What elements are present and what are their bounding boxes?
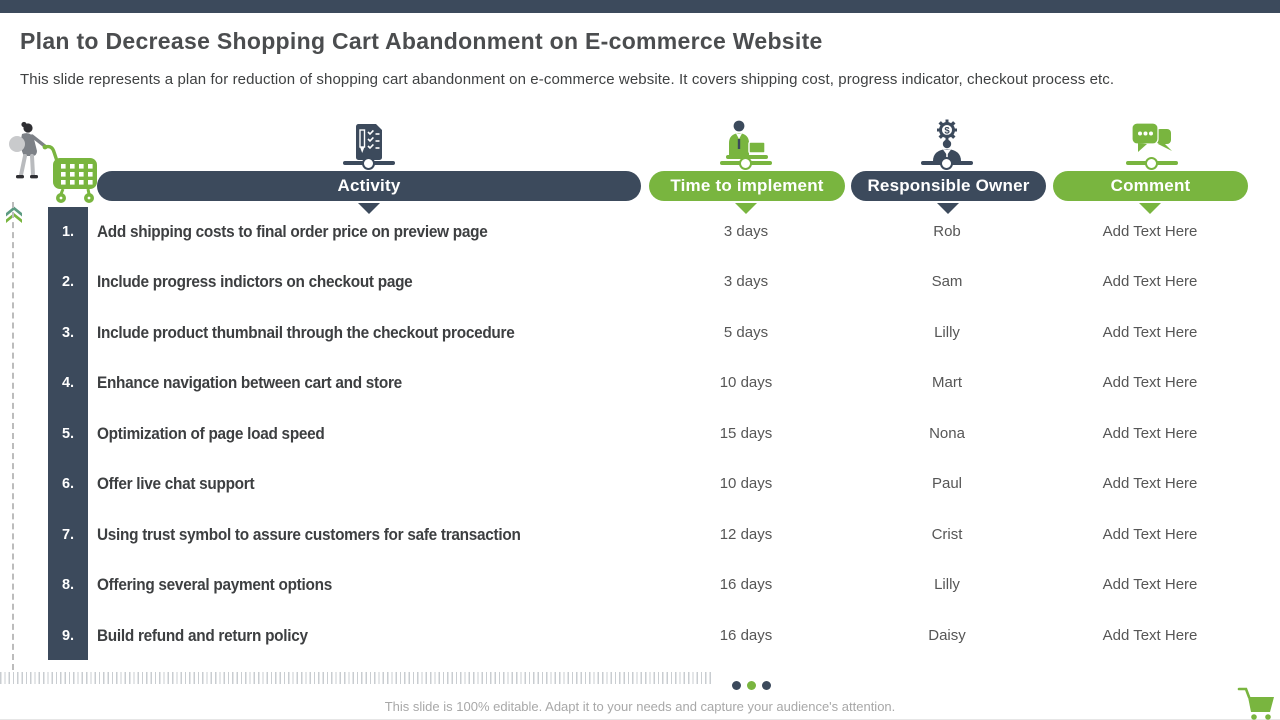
comment-cell: Add Text Here (1102, 526, 1198, 543)
tick-strip-decoration (0, 672, 712, 684)
svg-text:$: $ (944, 126, 950, 137)
triangle-down-icon (358, 203, 380, 214)
table-row: 9. Build refund and return policy 16 day… (0, 611, 1280, 661)
page-subtitle: This slide represents a plan for reducti… (20, 71, 1115, 88)
person-pushing-cart-illustration (3, 118, 99, 209)
time-cell: 16 days (719, 627, 773, 644)
slider-marker-icon (1126, 157, 1178, 170)
cart-icon (1236, 686, 1276, 720)
triangle-down-icon (735, 203, 757, 214)
triangle-down-icon (1139, 203, 1161, 214)
time-cell: 12 days (719, 526, 773, 543)
time-cell: 3 days (723, 223, 769, 240)
row-number: 2. (61, 274, 75, 290)
activity-cell: Optimization of page load speed (97, 425, 325, 443)
slider-marker-icon (720, 157, 772, 170)
table-row: 2. Include progress indictors on checkou… (0, 257, 1280, 307)
column-header-owner: Responsible Owner (851, 171, 1046, 201)
owner-cell: Crist (931, 526, 963, 543)
activity-cell: Build refund and return policy (97, 627, 308, 645)
pagination-dot (747, 681, 756, 690)
owner-cell: Nona (929, 425, 965, 442)
consultant-laptop-icon (716, 120, 776, 161)
row-number: 5. (61, 426, 75, 442)
activity-cell: Include product thumbnail through the ch… (97, 324, 515, 342)
row-number: 4. (61, 375, 75, 391)
activity-cell: Offering several payment options (97, 576, 332, 594)
row-number: 9. (61, 628, 75, 644)
time-cell: 10 days (719, 374, 773, 391)
comment-cell: Add Text Here (1102, 223, 1198, 240)
owner-gear-dollar-icon: $ (917, 119, 977, 161)
activity-cell: Include progress indictors on checkout p… (97, 273, 413, 291)
column-header-time: Time to implement (649, 171, 845, 201)
owner-cell: Mart (932, 374, 962, 391)
checklist-icon (339, 121, 399, 161)
comment-cell: Add Text Here (1102, 374, 1198, 391)
comment-cell: Add Text Here (1102, 576, 1198, 593)
owner-cell: Lilly (934, 324, 960, 341)
row-number-column (48, 207, 88, 660)
comment-cell: Add Text Here (1102, 475, 1198, 492)
pagination-dot (762, 681, 771, 690)
owner-cell: Paul (931, 475, 963, 492)
table-row: 3. Include product thumbnail through the… (0, 308, 1280, 358)
chat-bubbles-icon (1122, 121, 1182, 161)
row-number: 7. (61, 527, 75, 543)
comment-cell: Add Text Here (1102, 627, 1198, 644)
top-accent-bar (0, 0, 1280, 13)
column-header-activity: Activity (97, 171, 641, 201)
row-number: 8. (61, 577, 75, 593)
vertical-dashed-line (12, 202, 14, 670)
table-row: 6. Offer live chat support 10 days Paul … (0, 459, 1280, 509)
chevron-up-icon (5, 206, 23, 228)
slider-marker-icon (343, 157, 395, 170)
time-cell: 10 days (719, 475, 773, 492)
owner-cell: Daisy (928, 627, 966, 644)
pagination-dot (732, 681, 741, 690)
triangle-down-icon (937, 203, 959, 214)
slider-marker-icon (921, 157, 973, 170)
time-cell: 3 days (723, 273, 769, 290)
column-header-comment: Comment (1053, 171, 1248, 201)
page-title: Plan to Decrease Shopping Cart Abandonme… (20, 28, 823, 54)
owner-cell: Sam (931, 273, 963, 290)
activity-cell: Using trust symbol to assure customers f… (97, 526, 521, 544)
table-row: 8. Offering several payment options 16 d… (0, 560, 1280, 610)
time-cell: 16 days (719, 576, 773, 593)
activity-cell: Offer live chat support (97, 475, 255, 493)
time-cell: 5 days (723, 324, 769, 341)
footer-note: This slide is 100% editable. Adapt it to… (384, 699, 896, 714)
table-row: 4. Enhance navigation between cart and s… (0, 358, 1280, 408)
owner-cell: Rob (933, 223, 961, 240)
row-number: 6. (61, 476, 75, 492)
time-cell: 15 days (719, 425, 773, 442)
comment-cell: Add Text Here (1102, 273, 1198, 290)
table-row: 1. Add shipping costs to final order pri… (0, 207, 1280, 257)
row-number: 3. (61, 325, 75, 341)
owner-cell: Lilly (934, 576, 960, 593)
comment-cell: Add Text Here (1102, 324, 1198, 341)
activity-cell: Enhance navigation between cart and stor… (97, 374, 402, 392)
table-row: 7. Using trust symbol to assure customer… (0, 510, 1280, 560)
table-row: 5. Optimization of page load speed 15 da… (0, 409, 1280, 459)
activity-cell: Add shipping costs to final order price … (97, 223, 488, 241)
row-number: 1. (61, 224, 75, 240)
comment-cell: Add Text Here (1102, 425, 1198, 442)
